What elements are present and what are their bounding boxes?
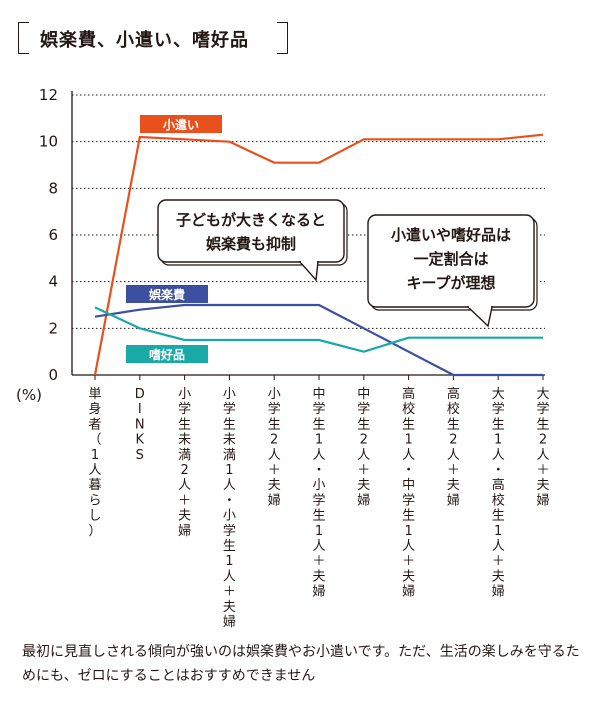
line-chart: 0 2 4 6 8 10 12 (%) 単身者（ 1 人暮らし） D I N K S 小学生未満 2 人＋夫婦 小学生… bbox=[16, 86, 550, 630]
x-tick-label-2: 小学生未満 2 人＋夫婦 bbox=[178, 387, 191, 539]
callout-tail-1 bbox=[466, 306, 493, 328]
chart-caption: 最初に見直しされる傾向が強いのは娯楽費やお小遣いです。ただ、生活の楽しみを守るた… bbox=[22, 644, 580, 684]
y-tick-label: 4 bbox=[48, 273, 58, 291]
callout-text-0-1: 娯楽費も抑制 bbox=[206, 235, 296, 253]
x-tick-label-8: 高校生 2 人＋夫婦 bbox=[447, 386, 460, 508]
callout-tail-0 bbox=[298, 261, 319, 282]
series-line-1 bbox=[94, 303, 543, 377]
x-tick-label-6: 中学生 2 人＋夫婦 bbox=[357, 387, 370, 508]
series-tag-1 bbox=[126, 285, 208, 303]
series-line-0 bbox=[93, 133, 544, 376]
y-tick-label: 12 bbox=[39, 86, 58, 104]
y-tick-label: 2 bbox=[48, 319, 58, 337]
callout-text-1-0: 小遣いや嗜好品は bbox=[391, 226, 511, 244]
x-tick-label-5: 中学生 1 人・小学生 1 人＋夫婦 bbox=[312, 387, 325, 600]
x-tick-label-4: 小学生 2 人＋夫婦 bbox=[268, 387, 281, 508]
callout-text-1-2: キープが理想 bbox=[406, 274, 495, 292]
series-tag-label-1: 娯楽費 bbox=[149, 287, 185, 302]
chart-title: 娯楽費、小遣い、嗜好品 bbox=[40, 30, 249, 51]
x-tick-label-0: 単身者（ 1 人暮らし） bbox=[88, 386, 101, 539]
chart-title-box: 娯楽費、小遣い、嗜好品 bbox=[18, 14, 288, 58]
title-bracket-right bbox=[277, 22, 288, 54]
series-tag-label-2: 嗜好品 bbox=[149, 347, 185, 362]
x-tick-label-7: 高校生 1 人・中学生 1 人＋夫婦 bbox=[402, 386, 415, 600]
y-axis-unit: (%) bbox=[16, 386, 42, 404]
callout-text-0-0: 子どもが大きくなると bbox=[176, 211, 326, 229]
callout-text-1-1: 一定割合は bbox=[413, 250, 488, 268]
callout-bubble-1 bbox=[367, 214, 535, 308]
y-tick-label: 10 bbox=[39, 133, 58, 151]
x-tick-label-9: 大学生 1 人・高校生 1 人＋夫婦 bbox=[492, 387, 505, 600]
series-tag-label-0: 小遣い bbox=[163, 117, 199, 132]
y-tick-label: 8 bbox=[48, 179, 58, 197]
series-line-2 bbox=[94, 306, 543, 353]
x-tick-label-10: 大学生 2 人＋夫婦 bbox=[536, 387, 549, 508]
x-tick-label-3: 小学生未満 1 人・小学生 1 人＋夫婦 bbox=[223, 387, 236, 630]
y-tick-label: 0 bbox=[48, 366, 58, 384]
callout-bubble-0 bbox=[157, 199, 345, 263]
title-bracket-left bbox=[18, 22, 29, 54]
series-tag-0 bbox=[140, 115, 222, 133]
y-tick-label: 6 bbox=[48, 226, 58, 244]
series-tag-2 bbox=[126, 345, 208, 363]
